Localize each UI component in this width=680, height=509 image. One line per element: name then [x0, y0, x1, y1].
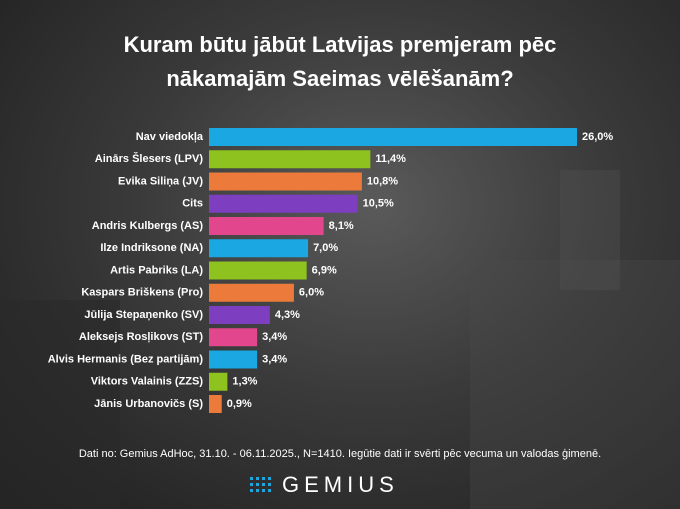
- category-label: Artis Pabriks (LA): [110, 264, 203, 276]
- bar: [209, 150, 371, 169]
- bar: [209, 172, 362, 191]
- chart-title: Kuram būtu jābūt Latvijas premjeram pēc …: [123, 32, 557, 91]
- category-label: Jānis Urbanovičs (S): [94, 398, 203, 410]
- value-label: 3,4%: [262, 331, 287, 343]
- value-label: 3,4%: [262, 353, 287, 365]
- bar: [209, 128, 577, 146]
- category-label: Kaspars Briškens (Pro): [81, 287, 203, 299]
- category-label: Jūlija Stepaņenko (SV): [84, 309, 203, 321]
- bar: [209, 328, 258, 347]
- logo-text: GEMIUS: [282, 472, 399, 497]
- bar: [209, 217, 324, 235]
- category-label: Aleksejs Rosļikovs (ST): [79, 331, 203, 343]
- category-label: Evika Siliņa (JV): [118, 175, 203, 187]
- source-note: Dati no: Gemius AdHoc, 31.10. - 06.11.20…: [79, 447, 601, 460]
- bar: [209, 283, 294, 302]
- bar: [209, 372, 228, 391]
- value-label: 1,3%: [232, 376, 257, 388]
- value-label: 7,0%: [313, 242, 338, 254]
- bar: [209, 261, 307, 280]
- logo-dots: [250, 477, 271, 492]
- category-label: Ilze Indriksone (NA): [100, 242, 203, 254]
- category-label: Andris Kulbergs (AS): [92, 220, 204, 232]
- bar: [209, 350, 258, 369]
- category-label: Viktors Valainis (ZZS): [91, 376, 204, 388]
- category-label: Cits: [182, 198, 203, 210]
- value-label: 10,5%: [363, 198, 394, 210]
- bar: [209, 239, 309, 258]
- category-label: Alvis Hermanis (Bez partijām): [48, 353, 204, 365]
- value-label: 8,1%: [329, 220, 354, 232]
- value-label: 6,9%: [312, 264, 337, 276]
- value-label: 26,0%: [582, 131, 613, 143]
- bar: [209, 306, 270, 324]
- value-label: 6,0%: [299, 287, 324, 299]
- value-label: 4,3%: [275, 309, 300, 321]
- value-label: 0,9%: [227, 398, 252, 410]
- value-label: 10,8%: [367, 175, 398, 187]
- value-label: 11,4%: [375, 153, 406, 165]
- category-label: Nav viedokļa: [136, 131, 204, 143]
- bar: [209, 194, 358, 213]
- category-label: Ainārs Šlesers (LPV): [95, 152, 204, 165]
- bar: [209, 395, 222, 413]
